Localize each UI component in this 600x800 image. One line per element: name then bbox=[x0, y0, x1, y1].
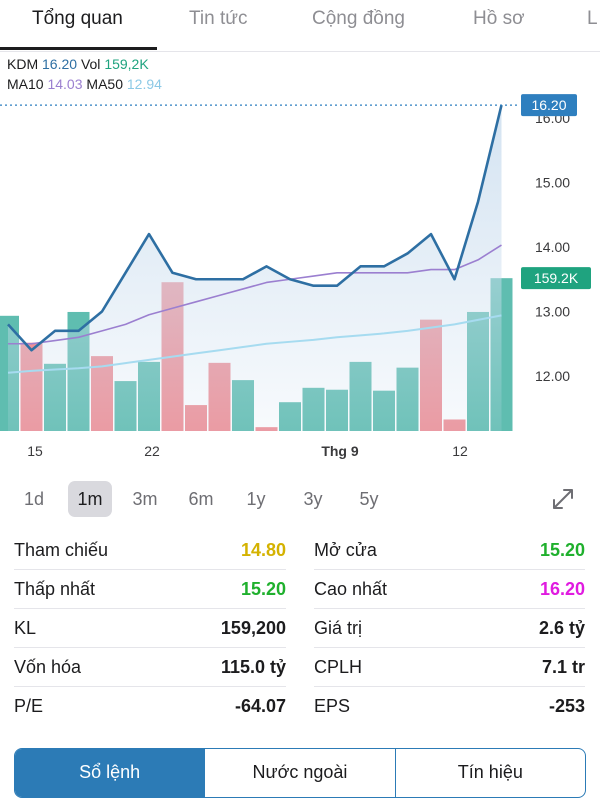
tab-tin-tuc[interactable]: Tin tức bbox=[189, 8, 248, 29]
stat-label: Cao nhất bbox=[314, 579, 388, 599]
tab-cong-dong[interactable]: Cộng đồng bbox=[312, 8, 405, 29]
segment-tin-hieu[interactable]: Tín hiệu bbox=[457, 762, 523, 782]
stat-value: 15.20 bbox=[539, 540, 585, 560]
tab-ho-so[interactable]: Hồ sơ bbox=[473, 8, 525, 29]
legend-ma: MA10 14.03 MA50 12.94 bbox=[7, 76, 162, 92]
legend-price-value: 16.20 bbox=[42, 56, 78, 72]
stat-value: 115.0 tỷ bbox=[220, 657, 286, 677]
top-navigation: Tổng quan Tin tức Cộng đồng Hồ sơ L bbox=[0, 0, 600, 52]
stat-value: -253 bbox=[548, 696, 585, 716]
stat-row: CPLH 7.1 tr bbox=[314, 649, 585, 687]
stat-label: Giá trị bbox=[314, 618, 363, 638]
y-tick-label: 13.00 bbox=[535, 304, 570, 320]
ma50-value: 12.94 bbox=[126, 76, 162, 92]
stat-value: 15.20 bbox=[240, 579, 286, 599]
stat-value: 159,200 bbox=[220, 618, 286, 638]
legend-price: KDM 16.20 Vol 159,2K bbox=[7, 56, 149, 72]
x-tick-label: 15 bbox=[27, 443, 43, 459]
ma50-label: MA50 bbox=[86, 76, 123, 92]
stat-label: Vốn hóa bbox=[14, 657, 82, 677]
range-1d[interactable]: 1d bbox=[23, 489, 45, 509]
last-volume-tag bbox=[521, 267, 591, 290]
ma10-line bbox=[8, 244, 502, 345]
price-area bbox=[8, 105, 502, 431]
range-1m[interactable]: 1m bbox=[68, 481, 112, 517]
stat-row: P/E -64.07 bbox=[14, 688, 286, 726]
stat-label: Mở cửa bbox=[314, 540, 377, 560]
stat-row: Mở cửa 15.20 bbox=[314, 532, 585, 570]
stat-label: Thấp nhất bbox=[14, 579, 96, 599]
stat-row: Vốn hóa 115.0 tỷ bbox=[14, 649, 286, 687]
tab-more[interactable]: L bbox=[587, 8, 598, 29]
y-tick-label: 15.00 bbox=[535, 175, 570, 191]
stat-label: P/E bbox=[14, 696, 44, 716]
price-chart[interactable]: KDM 16.20 Vol 159,2K MA10 14.03 MA50 12.… bbox=[0, 53, 600, 468]
stat-row: Cao nhất 16.20 bbox=[314, 571, 585, 609]
bottom-segmented-control: Sổ lệnh Nước ngoài Tín hiệu bbox=[14, 748, 586, 798]
ma50-line bbox=[7, 314, 502, 374]
ma10-value: 14.03 bbox=[47, 76, 83, 92]
stat-label: KL bbox=[14, 618, 37, 638]
range-5y[interactable]: 5y bbox=[359, 489, 379, 509]
tab-tong-quan[interactable]: Tổng quan bbox=[32, 8, 123, 29]
range-3m[interactable]: 3m bbox=[132, 489, 158, 509]
last-volume-tag-label: 159.2K bbox=[534, 270, 579, 286]
range-1y[interactable]: 1y bbox=[246, 489, 266, 509]
stat-row: Giá trị 2.6 tỷ bbox=[314, 610, 585, 648]
ticker-label: KDM bbox=[7, 56, 39, 72]
x-tick-label: 22 bbox=[144, 443, 160, 459]
y-tick-label: 12.00 bbox=[535, 368, 570, 384]
stat-row: KL 159,200 bbox=[14, 610, 286, 648]
legend-volume-value: 159,2K bbox=[104, 56, 149, 72]
stat-value: 2.6 tỷ bbox=[538, 618, 585, 638]
expand-icon[interactable] bbox=[550, 486, 576, 512]
stat-row: Tham chiếu 14.80 bbox=[14, 532, 286, 570]
stat-row: Thấp nhất 15.20 bbox=[14, 571, 286, 609]
active-tab-indicator bbox=[0, 47, 157, 50]
stat-value: 16.20 bbox=[539, 579, 585, 599]
x-tick-label: Thg 9 bbox=[321, 443, 359, 459]
stat-value: 14.80 bbox=[240, 540, 286, 560]
range-3y[interactable]: 3y bbox=[303, 489, 323, 509]
range-6m[interactable]: 6m bbox=[188, 489, 214, 509]
last-price-tag bbox=[521, 94, 577, 117]
stat-value: 7.1 tr bbox=[541, 657, 585, 677]
stat-value: -64.07 bbox=[234, 696, 286, 716]
stat-row: EPS -253 bbox=[314, 688, 585, 726]
x-tick-label: 12 bbox=[452, 443, 468, 459]
stat-label: CPLH bbox=[314, 657, 363, 677]
segment-nuoc-ngoai[interactable]: Nước ngoài bbox=[205, 749, 396, 797]
last-price-tag-label: 16.20 bbox=[531, 97, 566, 113]
price-line bbox=[7, 104, 503, 352]
range-selector: 1d 1m 3m 6m 1y 3y 5y bbox=[12, 478, 590, 520]
stat-label: EPS bbox=[314, 696, 351, 716]
ma10-label: MA10 bbox=[7, 76, 44, 92]
stat-label: Tham chiếu bbox=[14, 540, 109, 560]
volume-label: Vol bbox=[80, 56, 101, 72]
segment-so-lenh[interactable]: Sổ lệnh bbox=[15, 749, 206, 797]
y-tick-label: 14.00 bbox=[535, 239, 570, 255]
